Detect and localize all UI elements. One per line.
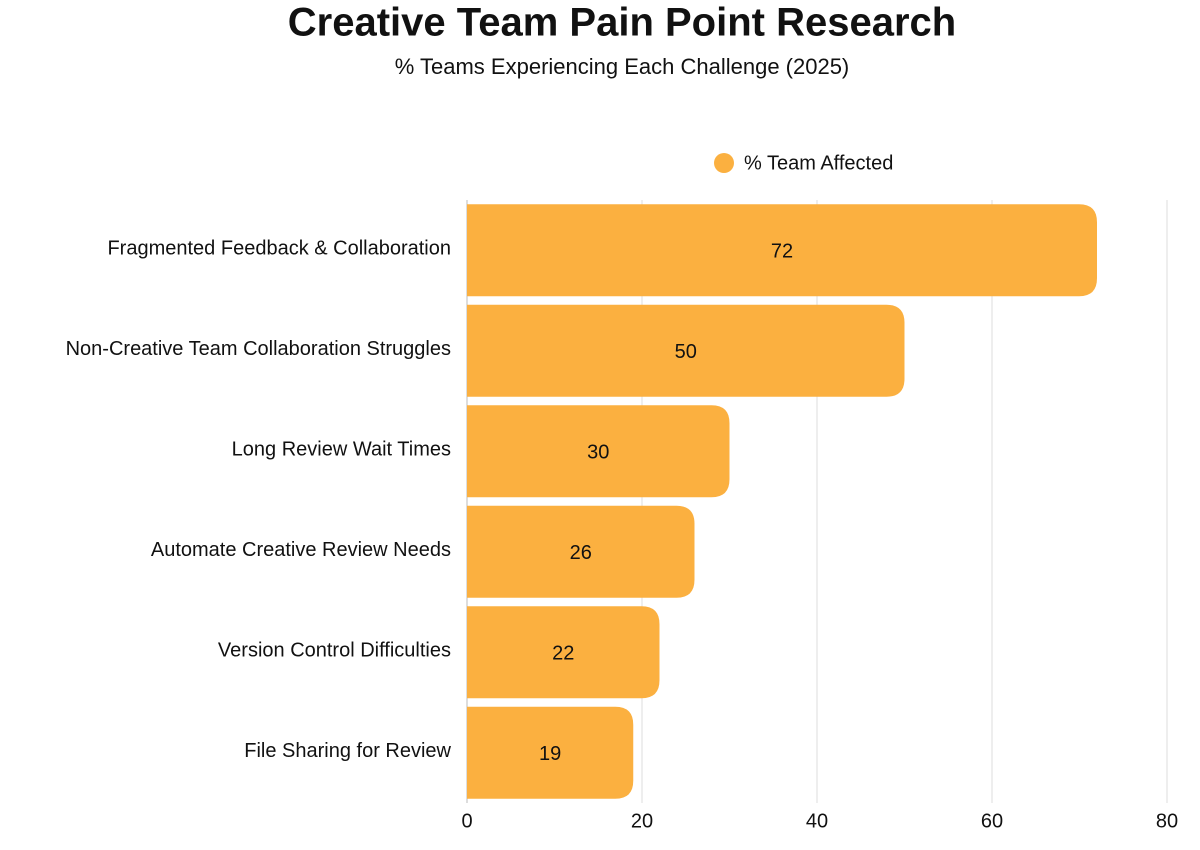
x-tick-label: 0	[461, 810, 472, 832]
legend-swatch	[714, 153, 734, 173]
value-label: 30	[587, 442, 609, 464]
value-label: 72	[771, 241, 793, 263]
bar	[467, 706, 634, 799]
y-tick-label: Long Review Wait Times	[232, 439, 451, 461]
x-tick-label: 40	[806, 810, 828, 832]
bar	[467, 204, 1097, 297]
chart-subtitle: % Teams Experiencing Each Challenge (202…	[395, 54, 850, 79]
y-tick-label: File Sharing for Review	[244, 740, 451, 762]
x-tick-label: 80	[1156, 810, 1178, 832]
legend-label: % Team Affected	[744, 152, 893, 174]
value-label: 50	[675, 341, 697, 363]
value-label: 19	[539, 743, 561, 765]
value-label: 22	[552, 643, 574, 665]
bar	[467, 405, 730, 498]
bar	[467, 606, 660, 699]
x-tick-label: 60	[981, 810, 1003, 832]
y-tick-label: Version Control Difficulties	[218, 640, 451, 662]
y-tick-label: Fragmented Feedback & Collaboration	[107, 238, 451, 260]
chart-title: Creative Team Pain Point Research	[288, 1, 956, 45]
y-tick-label: Non-Creative Team Collaboration Struggle…	[66, 338, 451, 360]
x-tick-label: 20	[631, 810, 653, 832]
y-tick-label: Automate Creative Review Needs	[151, 539, 451, 561]
bar	[467, 304, 905, 397]
value-label: 26	[570, 542, 592, 564]
bar	[467, 505, 695, 598]
